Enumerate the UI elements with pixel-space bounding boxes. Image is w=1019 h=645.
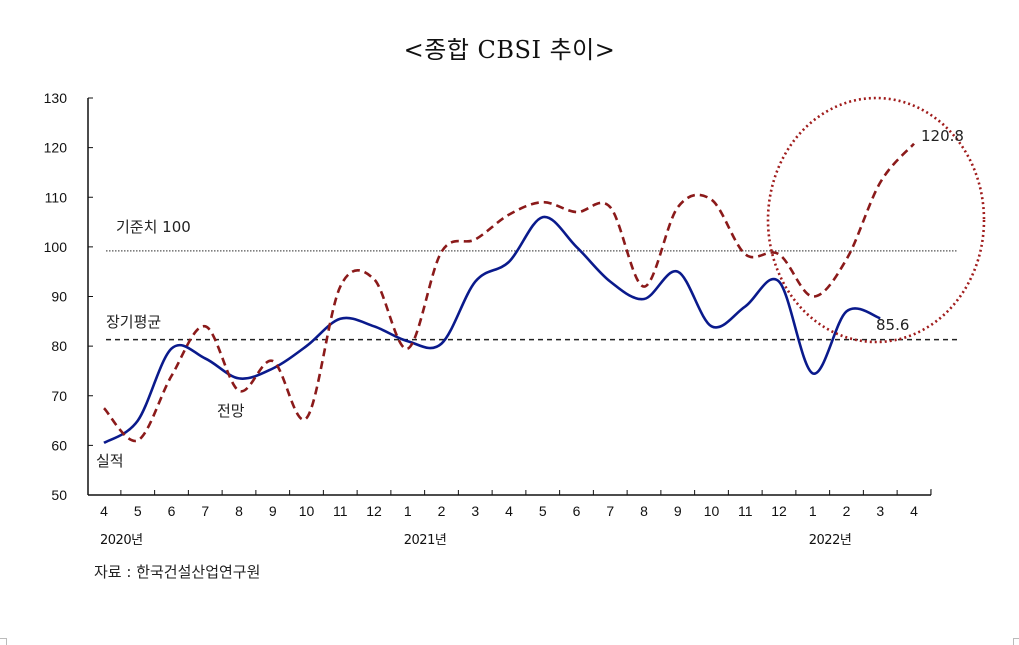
long-term-average-label: 장기평균: [106, 313, 161, 331]
chart-title: <종합 CBSI 추이>: [403, 36, 616, 64]
x-tick-label: 2: [843, 503, 851, 519]
x-tick-label: 6: [168, 503, 176, 519]
year-label: 2022년: [809, 533, 852, 548]
x-tick-label: 2: [438, 503, 446, 519]
x-tick-label: 9: [269, 503, 277, 519]
x-tick-label: 8: [235, 503, 243, 519]
x-tick-label: 8: [640, 503, 648, 519]
x-tick-label: 11: [738, 503, 753, 519]
x-tick-label: 7: [606, 503, 614, 519]
x-tick-label: 4: [505, 503, 513, 519]
actual-series-label: 실적: [96, 452, 124, 470]
x-tick-label: 10: [704, 503, 720, 519]
corner-mark-right: [1013, 638, 1019, 645]
actual-line: [103, 215, 881, 445]
last-forecast-value: 120.8: [921, 127, 964, 145]
data-source: 자료 : 한국건설산업연구원: [94, 563, 261, 581]
x-tick-label: 9: [674, 503, 682, 519]
reference-lines: [106, 250, 958, 341]
x-tick-label: 7: [201, 503, 209, 519]
y-tick-label: 130: [44, 90, 68, 106]
year-label: 2020년: [100, 533, 143, 548]
y-tick-label: 100: [44, 239, 68, 255]
x-tick-label: 4: [100, 503, 108, 519]
x-tick-label: 4: [910, 503, 918, 519]
y-tick-label: 110: [45, 189, 68, 205]
x-tick-label: 6: [573, 503, 581, 519]
x-tick-label: 12: [771, 503, 787, 519]
y-tick-label: 70: [51, 388, 67, 404]
forecast-line: [103, 142, 915, 443]
x-tick-label: 5: [539, 503, 547, 519]
last-actual-value: 85.6: [876, 316, 909, 334]
x-tick-label: 1: [404, 503, 412, 519]
year-label: 2021년: [404, 533, 447, 548]
x-tick-label: 3: [876, 503, 884, 519]
x-tick-label: 12: [366, 503, 382, 519]
highlight-circle: [766, 96, 986, 344]
y-tick-label: 80: [51, 338, 67, 354]
x-tick-label: 1: [809, 503, 817, 519]
y-tick-label: 90: [51, 289, 67, 305]
annotations: 기준치 100 장기평균 전망 실적 120.8 85.6: [96, 127, 964, 470]
y-tick-label: 60: [51, 437, 67, 453]
y-tick-label: 50: [51, 487, 67, 503]
forecast-series-label: 전망: [217, 402, 245, 420]
x-tick-label: 10: [299, 503, 315, 519]
baseline-label: 기준치 100: [116, 218, 191, 236]
x-tick-label: 5: [134, 503, 142, 519]
corner-mark-left: [0, 638, 7, 645]
y-tick-label: 120: [44, 140, 68, 156]
x-tick-label: 3: [471, 503, 479, 519]
data-series: [103, 96, 986, 445]
x-tick-label: 11: [333, 503, 348, 519]
